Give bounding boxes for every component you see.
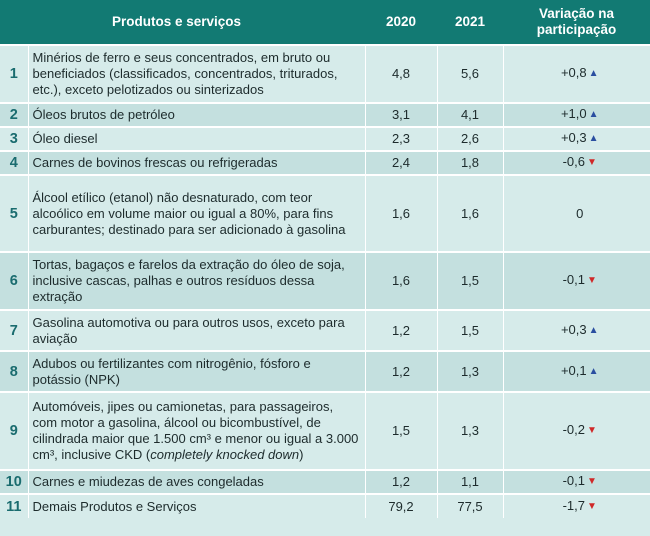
row-2020-value: 1,2: [365, 470, 438, 494]
row-rank: 8: [9, 363, 18, 380]
row-variation-value: +1,0: [560, 106, 587, 121]
up-icon: ▲: [588, 133, 599, 144]
row-2021-value: 1,5: [437, 252, 504, 310]
row-description: Carnes de bovinos frescas ou refrigerada…: [27, 151, 366, 175]
row-description: Carnes e miudezas de aves congeladas: [27, 470, 366, 494]
row-rank: 6: [9, 273, 18, 289]
header-2020: 2020: [385, 14, 417, 29]
row-description: Demais Produtos e Serviços: [27, 494, 366, 518]
row-rank: 4: [9, 155, 18, 171]
row-description: Álcool etílico (etanol) não desnaturado,…: [27, 175, 366, 252]
row-variation: -1,7 ▼: [503, 494, 650, 518]
row-2021-value: 1,3: [437, 392, 504, 470]
down-icon: ▼: [587, 157, 597, 168]
header-variation-line1: Variação na: [538, 6, 615, 21]
row-description: Óleo diesel: [27, 127, 366, 151]
row-2021-value: 1,6: [437, 175, 504, 252]
row-description-close: ): [299, 447, 304, 462]
row-2020-value: 3,1: [365, 103, 438, 127]
down-icon: ▼: [587, 500, 597, 512]
table-row: 7 Gasolina automotiva ou para outros uso…: [0, 310, 650, 351]
row-variation: +0,1 ▲: [503, 351, 650, 392]
row-2020-value: 1,2: [365, 310, 438, 351]
row-2021-value: 1,1: [437, 470, 504, 494]
row-2020-value: 1,6: [365, 252, 438, 310]
row-2020-value: 4,8: [365, 45, 438, 103]
table-row: 8 Adubos ou fertilizantes com nitrogênio…: [0, 351, 650, 392]
row-rank: 2: [9, 107, 18, 123]
row-variation-value: -0,1: [562, 272, 585, 287]
table-header: Produtos e serviços 2020 2021 Variação n…: [0, 0, 650, 45]
row-variation-value: 0: [576, 205, 584, 221]
row-rank: 9: [9, 423, 18, 439]
table-row: 5 Álcool etílico (etanol) não desnaturad…: [0, 175, 650, 252]
row-description: Automóveis, jipes ou camionetas, para pa…: [27, 392, 366, 470]
row-2020-value: 79,2: [365, 494, 438, 518]
header-rank: [0, 0, 28, 45]
row-2020-value: 1,6: [365, 175, 438, 252]
table-row: 9 Automóveis, jipes ou camionetas, para …: [0, 392, 650, 470]
down-icon: ▼: [587, 275, 597, 286]
row-2021-value: 1,8: [437, 151, 504, 175]
row-variation: +1,0 ▲: [503, 103, 650, 127]
row-rank: 11: [6, 498, 22, 515]
row-2020-value: 1,2: [365, 351, 438, 392]
row-2021-value: 1,3: [437, 351, 504, 392]
table-row: 11 Demais Produtos e Serviços 79,2 77,5 …: [0, 494, 650, 518]
row-variation-value: -1,7: [562, 497, 585, 513]
row-variation: -0,1 ▼: [503, 470, 650, 494]
up-icon: ▲: [588, 324, 599, 336]
row-variation-value: +0,3: [560, 321, 587, 337]
row-variation: +0,8 ▲: [503, 45, 650, 103]
header-2021: 2021: [454, 14, 486, 29]
row-2021-value: 4,1: [437, 103, 504, 127]
row-variation: -0,1 ▼: [503, 252, 650, 310]
row-rank: 5: [9, 205, 18, 222]
row-2021-value: 77,5: [437, 494, 504, 518]
header-variation: Variação na participação: [503, 0, 650, 45]
row-variation: +0,3 ▲: [503, 127, 650, 151]
row-description: Óleos brutos de petróleo: [27, 103, 366, 127]
row-rank: 3: [9, 131, 18, 147]
row-variation-value: -0,2: [562, 422, 585, 437]
row-variation-value: -0,6: [562, 154, 585, 169]
row-2020-value: 2,4: [365, 151, 438, 175]
header-variation-line2: participação: [536, 22, 617, 37]
table-row: 6 Tortas, bagaços e farelos da extração …: [0, 252, 650, 310]
table-row: 10 Carnes e miudezas de aves congeladas …: [0, 470, 650, 494]
products-table: Produtos e serviços 2020 2021 Variação n…: [0, 0, 650, 518]
row-variation-value: -0,1: [562, 473, 585, 488]
row-rank: 7: [9, 322, 18, 339]
row-2020-value: 1,5: [365, 392, 438, 470]
up-icon: ▲: [588, 68, 599, 79]
row-description: Minérios de ferro e seus concentrados, e…: [27, 45, 366, 103]
up-icon: ▲: [588, 109, 599, 120]
row-variation-value: +0,1: [560, 362, 587, 378]
row-variation-value: +0,3: [560, 130, 587, 145]
row-2021-value: 2,6: [437, 127, 504, 151]
down-icon: ▼: [587, 425, 597, 436]
table-row: 4 Carnes de bovinos frescas ou refrigera…: [0, 151, 650, 175]
row-rank: 1: [9, 66, 18, 82]
row-2020-value: 2,3: [365, 127, 438, 151]
table-row: 3 Óleo diesel 2,3 2,6 +0,3 ▲: [0, 127, 650, 151]
row-2021-value: 1,5: [437, 310, 504, 351]
up-icon: ▲: [588, 365, 599, 377]
row-variation: 0: [503, 175, 650, 252]
table-row: 2 Óleos brutos de petróleo 3,1 4,1 +1,0 ▲: [0, 103, 650, 127]
row-2021-value: 5,6: [437, 45, 504, 103]
row-description: Gasolina automotiva ou para outros usos,…: [27, 310, 366, 351]
row-variation: +0,3 ▲: [503, 310, 650, 351]
row-variation: -0,6 ▼: [503, 151, 650, 175]
row-rank: 10: [5, 474, 22, 490]
header-products: Produtos e serviços: [111, 14, 242, 29]
row-variation-value: +0,8: [560, 65, 587, 80]
row-description-emphasis: completely knocked down: [150, 447, 300, 462]
row-variation: -0,2 ▼: [503, 392, 650, 470]
row-description-text: Automóveis, jipes ou camionetas, para pa…: [32, 399, 359, 462]
down-icon: ▼: [587, 476, 597, 487]
row-description: Adubos ou fertilizantes com nitrogênio, …: [27, 351, 366, 392]
table-row: 1 Minérios de ferro e seus concentrados,…: [0, 45, 650, 103]
row-description: Tortas, bagaços e farelos da extração do…: [27, 252, 366, 310]
